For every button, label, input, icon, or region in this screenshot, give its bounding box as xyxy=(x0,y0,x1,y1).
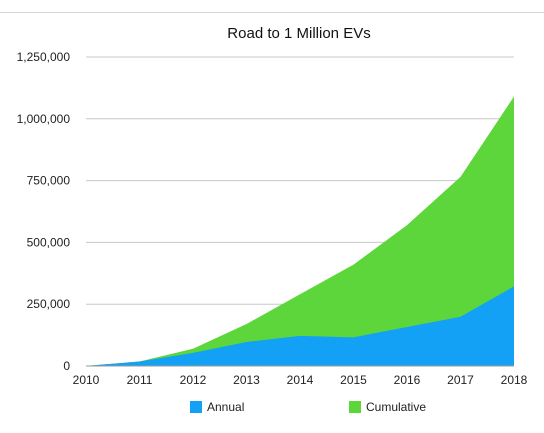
y-tick-label: 500,000 xyxy=(27,235,71,249)
legend-label-cumulative: Cumulative xyxy=(366,400,426,414)
x-tick-label: 2012 xyxy=(180,373,207,387)
y-axis-ticks: 0 250,000 500,000 750,000 1,000,000 1,250,000 xyxy=(17,50,71,373)
x-tick-label: 2018 xyxy=(501,373,528,387)
x-tick-label: 2010 xyxy=(73,373,100,387)
top-divider xyxy=(0,12,544,13)
x-tick-label: 2016 xyxy=(394,373,421,387)
y-tick-label: 250,000 xyxy=(27,297,71,311)
y-tick-label: 1,000,000 xyxy=(17,112,71,126)
chart-title: Road to 1 Million EVs xyxy=(227,25,370,42)
legend-swatch-annual xyxy=(190,401,202,413)
x-tick-label: 2011 xyxy=(127,373,153,387)
area-annual xyxy=(86,286,514,366)
y-tick-label: 750,000 xyxy=(27,174,71,188)
x-tick-label: 2013 xyxy=(233,373,260,387)
legend-swatch-cumulative xyxy=(349,401,361,413)
series-areas xyxy=(86,96,514,366)
x-tick-label: 2015 xyxy=(340,373,367,387)
y-tick-label: 1,250,000 xyxy=(17,50,71,64)
x-axis-ticks: 2010 2011 2012 2013 2014 2015 2016 2017 2018 xyxy=(73,373,528,387)
area-cumulative xyxy=(86,96,514,366)
legend: Annual Cumulative xyxy=(190,400,426,414)
x-tick-label: 2017 xyxy=(447,373,474,387)
x-tick-label: 2014 xyxy=(287,373,314,387)
y-tick-label: 0 xyxy=(63,359,70,373)
legend-label-annual: Annual xyxy=(207,400,244,414)
